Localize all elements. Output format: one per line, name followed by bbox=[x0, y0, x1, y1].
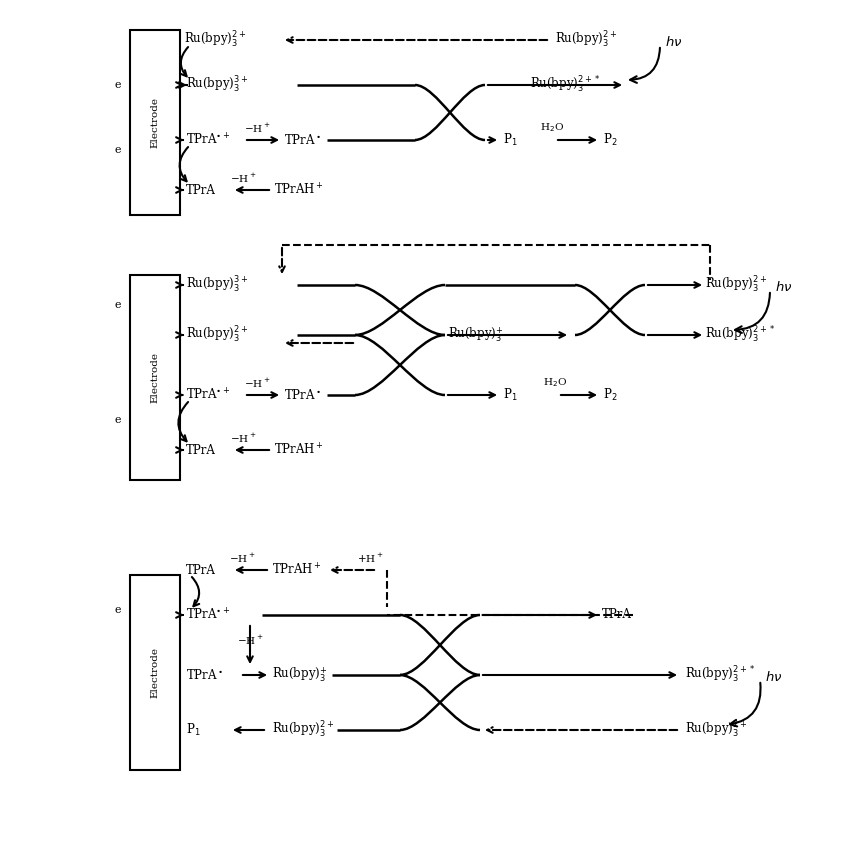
Text: $+$H$^+$: $+$H$^+$ bbox=[357, 552, 383, 564]
Text: P$_1$: P$_1$ bbox=[503, 132, 518, 148]
Text: P$_1$: P$_1$ bbox=[186, 722, 201, 738]
Text: Ru(bpy)$_3^{3+}$: Ru(bpy)$_3^{3+}$ bbox=[186, 75, 248, 95]
Text: Electrode: Electrode bbox=[150, 647, 160, 698]
Text: TPrA$^{\bullet+}$: TPrA$^{\bullet+}$ bbox=[186, 388, 230, 403]
Text: $-$H$^+$: $-$H$^+$ bbox=[229, 552, 256, 564]
Text: TPrA$^\bullet$: TPrA$^\bullet$ bbox=[186, 668, 224, 682]
Text: TPrA: TPrA bbox=[602, 609, 632, 621]
Text: TPrA$^{\bullet+}$: TPrA$^{\bullet+}$ bbox=[186, 608, 230, 623]
Text: Ru(bpy)$_3^{2+}$: Ru(bpy)$_3^{2+}$ bbox=[555, 30, 617, 50]
Text: Ru(bpy)$_3^{+}$: Ru(bpy)$_3^{+}$ bbox=[448, 326, 503, 344]
Text: Ru(bpy)$_3^{2+*}$: Ru(bpy)$_3^{2+*}$ bbox=[705, 325, 775, 345]
Text: e: e bbox=[115, 145, 122, 155]
Text: e: e bbox=[115, 415, 122, 425]
Text: TPrA: TPrA bbox=[186, 564, 216, 576]
Text: H$_2$O: H$_2$O bbox=[540, 122, 564, 134]
Text: P$_1$: P$_1$ bbox=[503, 387, 518, 403]
Text: Ru(bpy)$_3^{2+}$: Ru(bpy)$_3^{2+}$ bbox=[705, 275, 768, 295]
Text: $h\nu$: $h\nu$ bbox=[765, 670, 783, 684]
Text: P$_2$: P$_2$ bbox=[603, 387, 617, 403]
FancyBboxPatch shape bbox=[130, 275, 180, 480]
FancyBboxPatch shape bbox=[130, 30, 180, 215]
Text: P$_2$: P$_2$ bbox=[603, 132, 617, 148]
Text: Ru(bpy)$_3^{2+*}$: Ru(bpy)$_3^{2+*}$ bbox=[685, 665, 756, 685]
Text: TPrAH$^+$: TPrAH$^+$ bbox=[272, 563, 322, 578]
Text: TPrA: TPrA bbox=[186, 184, 216, 196]
Text: $h\nu$: $h\nu$ bbox=[665, 35, 683, 49]
Text: $-$H$^+$: $-$H$^+$ bbox=[244, 377, 270, 389]
Text: e: e bbox=[115, 80, 122, 90]
Text: $-$H$^+$: $-$H$^+$ bbox=[230, 172, 257, 184]
Text: TPrA: TPrA bbox=[186, 444, 216, 456]
Text: $-$H$^+$: $-$H$^+$ bbox=[237, 633, 264, 647]
Text: e: e bbox=[115, 300, 122, 310]
Text: $-$H$^+$: $-$H$^+$ bbox=[230, 432, 257, 445]
FancyBboxPatch shape bbox=[130, 575, 180, 770]
Text: Electrode: Electrode bbox=[150, 97, 160, 148]
Text: TPrA$^\bullet$: TPrA$^\bullet$ bbox=[284, 133, 321, 147]
Text: Ru(bpy)$_3^{+}$: Ru(bpy)$_3^{+}$ bbox=[272, 666, 327, 684]
Text: Ru(bpy)$_3^{2+}$: Ru(bpy)$_3^{2+}$ bbox=[186, 325, 248, 345]
Text: Ru(bpy)$_3^{2+}$: Ru(bpy)$_3^{2+}$ bbox=[685, 720, 747, 740]
Text: $h\nu$: $h\nu$ bbox=[775, 280, 792, 294]
Text: TPrAH$^+$: TPrAH$^+$ bbox=[274, 442, 324, 457]
Text: Ru(bpy)$_3^{2+}$: Ru(bpy)$_3^{2+}$ bbox=[272, 720, 334, 740]
Text: H$_2$O: H$_2$O bbox=[543, 377, 567, 389]
Text: TPrA$^{\bullet+}$: TPrA$^{\bullet+}$ bbox=[186, 133, 230, 148]
Text: Electrode: Electrode bbox=[150, 352, 160, 403]
Text: $-$H$^+$: $-$H$^+$ bbox=[244, 122, 270, 134]
Text: Ru(bpy)$_3^{2+}$: Ru(bpy)$_3^{2+}$ bbox=[184, 30, 246, 50]
Text: e: e bbox=[115, 605, 122, 615]
Text: Ru(bpy)$_3^{2+*}$: Ru(bpy)$_3^{2+*}$ bbox=[530, 75, 600, 95]
Text: Ru(bpy)$_3^{3+}$: Ru(bpy)$_3^{3+}$ bbox=[186, 275, 248, 295]
Text: TPrAH$^+$: TPrAH$^+$ bbox=[274, 183, 324, 198]
Text: TPrA$^\bullet$: TPrA$^\bullet$ bbox=[284, 388, 321, 402]
